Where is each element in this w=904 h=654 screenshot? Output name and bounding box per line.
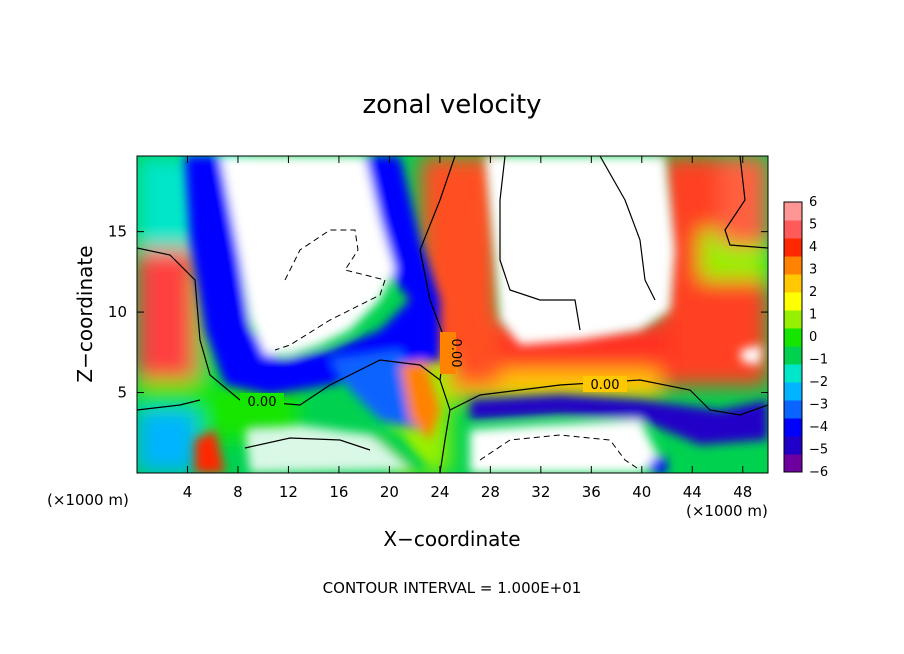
plot-frame <box>136 155 769 474</box>
colorbar-swatch <box>784 220 802 239</box>
y-tick-label: 10 <box>108 303 127 321</box>
contour-label: 0.00 <box>248 395 277 410</box>
x-axis: 4 8 12 16 20 24 28 32 36 40 44 48 <box>183 156 752 501</box>
x-tick-label: 28 <box>481 483 500 501</box>
y-tick-label: 5 <box>117 384 127 402</box>
x-tick-label: 32 <box>531 483 550 501</box>
colorbar-swatch <box>784 256 802 275</box>
x-tick-label: 40 <box>632 483 651 501</box>
x-tick-label: 4 <box>183 483 193 501</box>
colorbar-swatch <box>784 436 802 455</box>
colorbar-swatch <box>784 310 802 329</box>
colorbar-swatch <box>784 292 802 311</box>
colorbar-tick-label: −5 <box>809 443 828 458</box>
colorbar-tick-label: 5 <box>809 218 817 233</box>
contour-interval-note: CONTOUR INTERVAL = 1.000E+01 <box>323 579 582 597</box>
colorbar-swatch <box>784 400 802 419</box>
colorbar-tick-label: 4 <box>809 240 817 255</box>
colorbar-swatch <box>784 328 802 347</box>
chart-title: zonal velocity <box>362 90 541 120</box>
colorbar-tick-label: 6 <box>809 195 817 210</box>
colorbar-swatch <box>784 346 802 365</box>
colorbar-swatch <box>784 382 802 401</box>
colorbar-tick-label: 1 <box>809 308 817 323</box>
colorbar-tick-label: 2 <box>809 285 817 300</box>
x-tick-label: 12 <box>279 483 298 501</box>
x-tick-label: 44 <box>683 483 702 501</box>
contour-label: 0.00 <box>448 339 463 368</box>
x-axis-label: X−coordinate <box>383 527 520 551</box>
y-axis: 5 10 15 <box>108 223 768 402</box>
colorbar-tick-label: −3 <box>809 398 828 413</box>
contour-label: 0.00 <box>591 378 620 393</box>
y-tick-label: 15 <box>108 223 127 241</box>
y-axis-label: Z−coordinate <box>73 245 97 382</box>
x-tick-label: 24 <box>430 483 449 501</box>
x-unit-right: (×1000 m) <box>686 502 768 520</box>
x-tick-label: 8 <box>233 483 243 501</box>
plot-area: 0.00 0.00 0.00 <box>137 156 768 473</box>
colorbar-tick-label: −6 <box>809 465 828 480</box>
colorbar-tick-label: −1 <box>809 353 828 368</box>
x-tick-label: 16 <box>329 483 348 501</box>
colorbar: 6 5 4 3 2 1 0 −1 −2 −3 −4 −5 −6 <box>783 195 828 480</box>
colorbar-swatch <box>784 364 802 383</box>
colorbar-tick-label: −4 <box>809 420 828 435</box>
x-tick-label: 48 <box>733 483 752 501</box>
colorbar-frame <box>783 201 803 473</box>
colorbar-tick-label: −2 <box>809 375 828 390</box>
x-tick-label: 20 <box>380 483 399 501</box>
x-tick-label: 36 <box>582 483 601 501</box>
colorbar-swatch <box>784 418 802 437</box>
colorbar-swatch <box>784 202 802 221</box>
colorbar-swatch <box>784 238 802 257</box>
colorbar-tick-label: 3 <box>809 263 817 278</box>
colorbar-swatch <box>784 454 802 473</box>
x-unit-left: (×1000 m) <box>47 491 129 509</box>
colorbar-tick-label: 0 <box>809 330 817 345</box>
colorbar-swatch <box>784 274 802 293</box>
